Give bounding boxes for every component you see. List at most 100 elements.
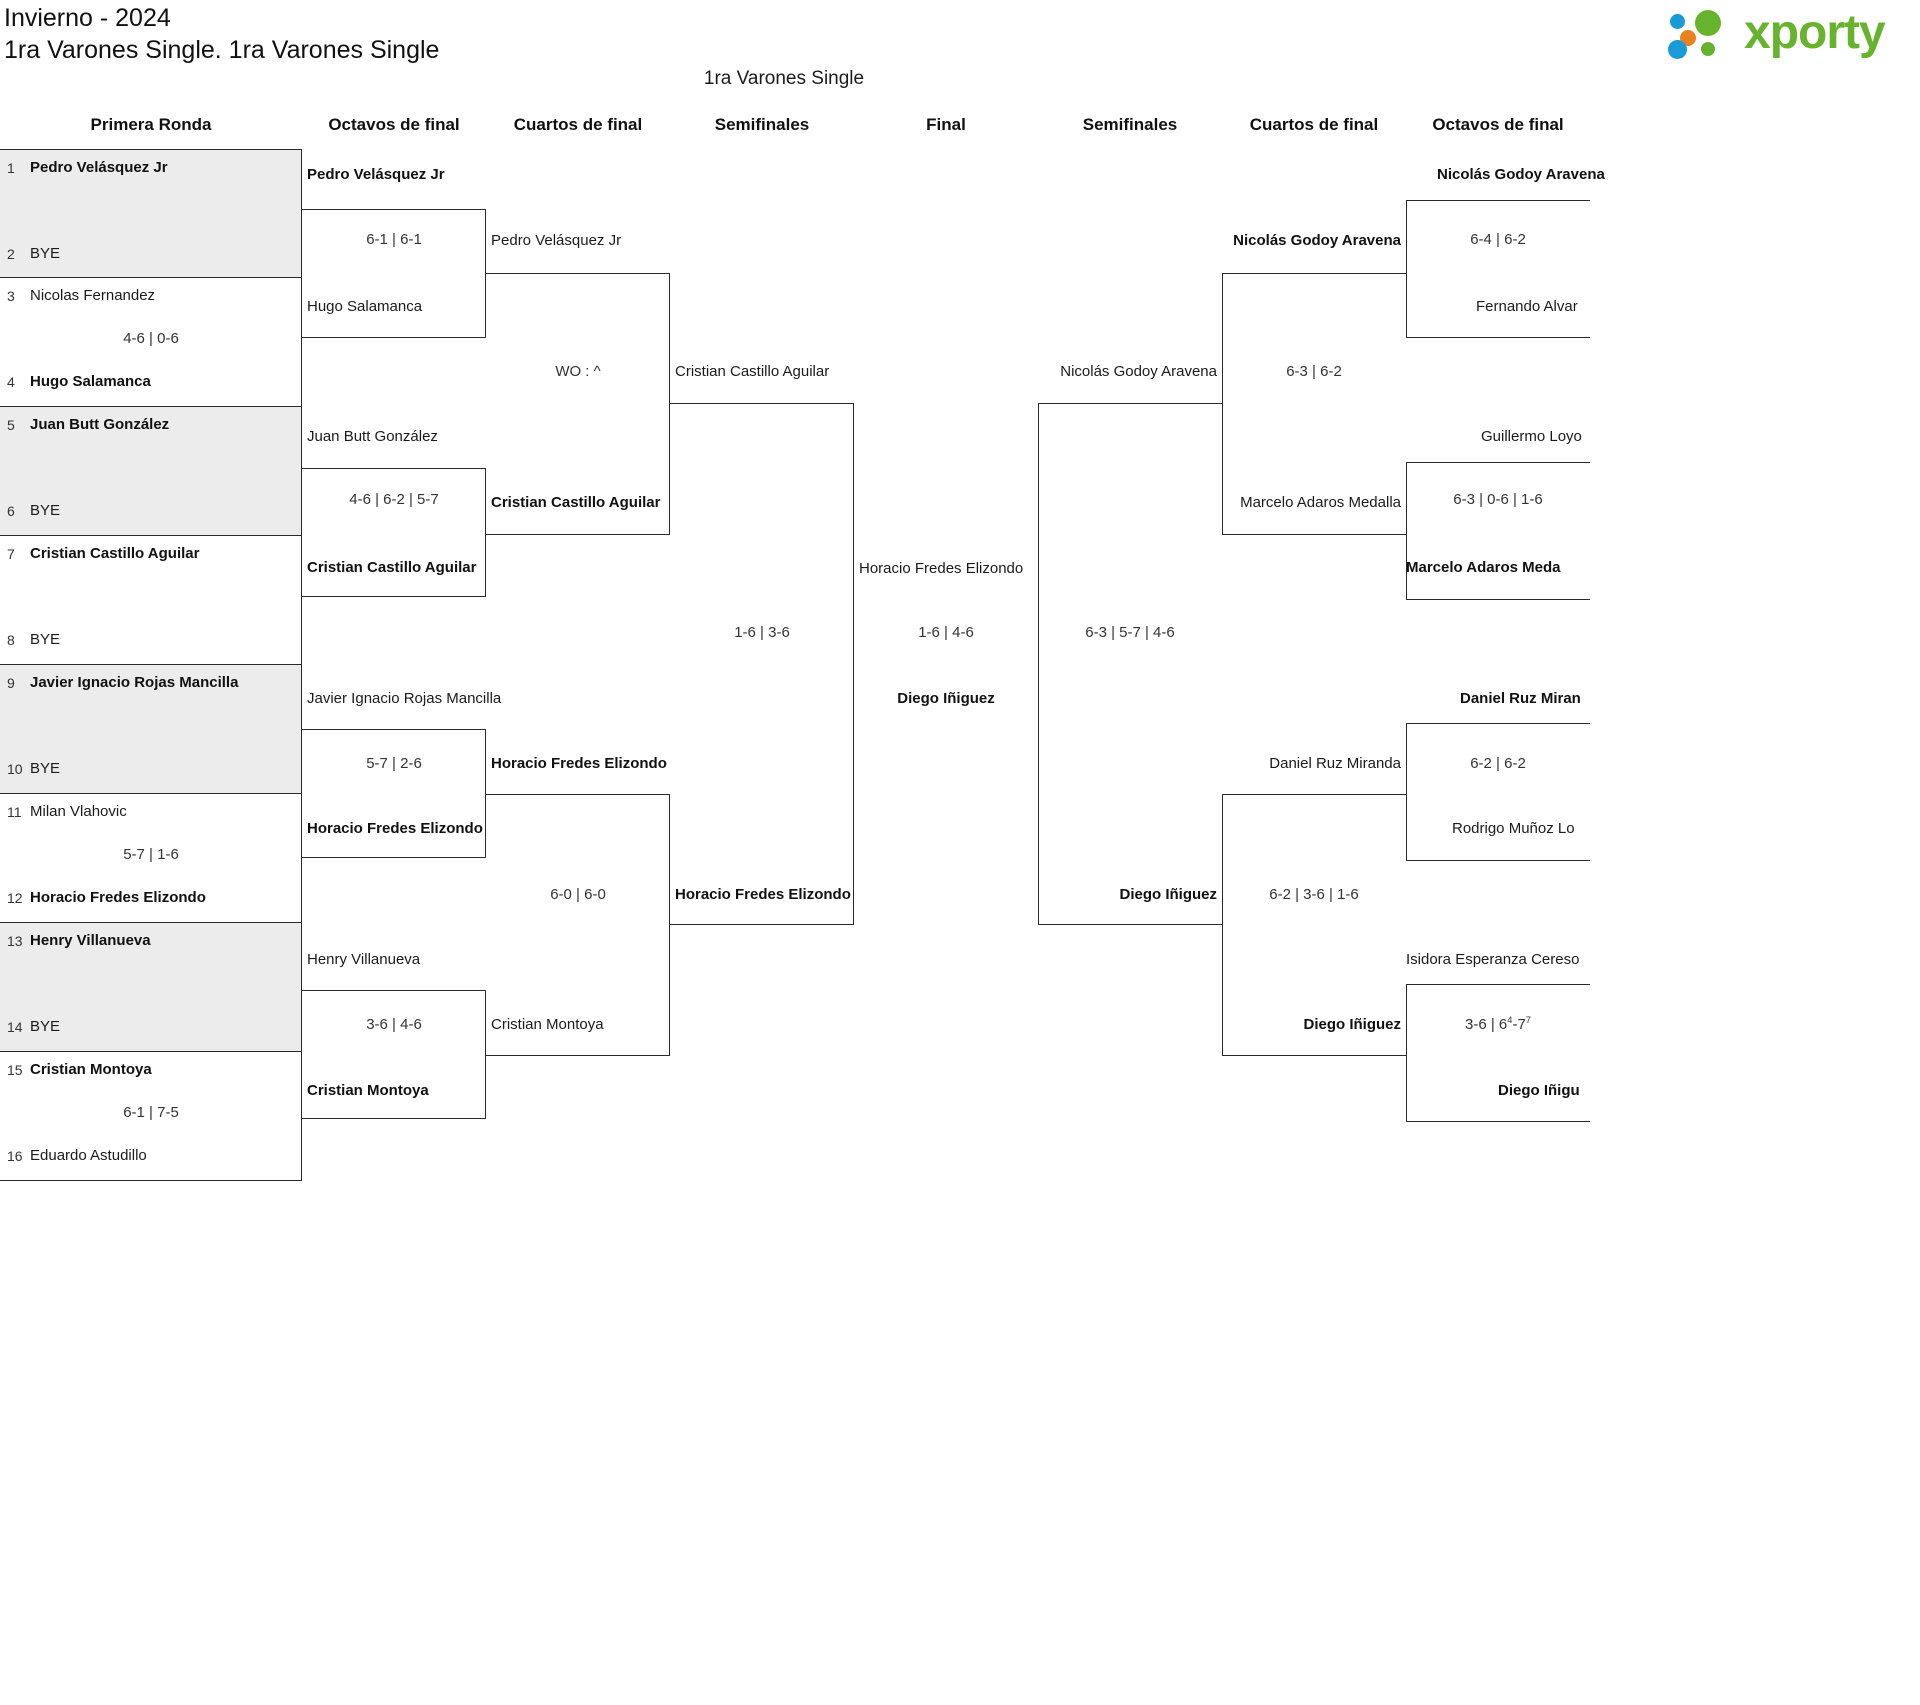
match-score: 5-7 | 2-6 <box>366 755 422 772</box>
player-name: BYE <box>30 245 61 262</box>
match-box-right-octavos[interactable] <box>1406 723 1590 861</box>
player-name: Nicolas Fernandez <box>30 287 156 304</box>
first-round-pair[interactable]: 7 Cristian Castillo Aguilar 8 BYE <box>0 536 302 665</box>
player-name: Javier Ignacio Rojas Mancilla <box>30 674 239 691</box>
logo-dots-icon <box>1668 10 1742 60</box>
match-box-right-octavos[interactable] <box>1406 984 1590 1122</box>
first-round-pair[interactable]: 1 Pedro Velásquez Jr 2 BYE <box>0 149 302 278</box>
seed-number: 3 <box>7 288 15 304</box>
round-header-right-octavos: Octavos de final <box>1432 115 1564 134</box>
seed-number: 16 <box>7 1148 23 1164</box>
player-name: Diego Iñiguez <box>1119 886 1218 903</box>
logo-wordmark: xporty <box>1744 6 1886 59</box>
player-name: Marcelo Adaros Meda <box>1406 559 1561 576</box>
match-score: 6-0 | 6-0 <box>550 886 606 903</box>
player-name: BYE <box>30 1018 61 1035</box>
match-score: WO : ^ <box>555 363 601 380</box>
match-score: 6-2 | 3-6 | 1-6 <box>1269 886 1359 903</box>
match-score-tiebreak: 3-6 | 64-77 <box>1465 1015 1531 1033</box>
match-score: 4-6 | 6-2 | 5-7 <box>349 491 439 508</box>
player-name-finalist-top: Horacio Fredes Elizondo <box>859 560 1024 577</box>
round-header-left-octavos: Octavos de final <box>328 115 460 134</box>
player-name: Daniel Ruz Miran <box>1460 690 1581 707</box>
match-score-final: 1-6 | 4-6 <box>918 624 974 641</box>
bracket-caption: 1ra Varones Single <box>703 68 865 89</box>
seed-number: 15 <box>7 1062 23 1078</box>
player-name: Rodrigo Muñoz Lo <box>1452 820 1575 837</box>
seed-number: 2 <box>7 246 15 262</box>
match-box-right-cuartos[interactable] <box>1222 794 1406 1056</box>
player-name: Hugo Salamanca <box>307 298 423 315</box>
match-score: 3-6 | 4-6 <box>366 1016 422 1033</box>
match-box-left-octavos[interactable] <box>302 729 486 858</box>
seed-number: 1 <box>7 160 15 176</box>
match-score: 5-7 | 1-6 <box>123 846 179 863</box>
player-name: Daniel Ruz Miranda <box>1269 755 1401 772</box>
round-header-left-semifinales: Semifinales <box>714 115 810 134</box>
round-header-right-semifinales: Semifinales <box>1082 115 1178 134</box>
match-box-right-octavos[interactable] <box>1406 462 1590 600</box>
player-name: BYE <box>30 502 61 519</box>
round-header-final: Final <box>926 115 966 134</box>
player-name: Cristian Montoya <box>491 1016 604 1033</box>
first-round-pair[interactable]: 3 Nicolas Fernandez 4-6 | 0-6 4 Hugo Sal… <box>0 278 302 407</box>
player-name: Diego Iñiguez <box>1303 1016 1402 1033</box>
match-box-left-octavos[interactable] <box>302 468 486 597</box>
match-score: 6-3 | 5-7 | 4-6 <box>1085 624 1175 641</box>
player-name: BYE <box>30 631 61 648</box>
match-box-right-cuartos[interactable] <box>1222 273 1406 535</box>
match-box-left-cuartos[interactable] <box>486 273 670 535</box>
seed-number: 4 <box>7 374 15 390</box>
player-name: Nicolás Godoy Aravena <box>1060 363 1217 380</box>
match-box-right-semifinal[interactable] <box>1038 403 1222 925</box>
seed-number: 10 <box>7 761 23 777</box>
player-name: Pedro Velásquez Jr <box>30 159 168 176</box>
player-name: Horacio Fredes Elizondo <box>30 889 206 906</box>
player-name: Pedro Velásquez Jr <box>307 166 445 183</box>
player-name: Horacio Fredes Elizondo <box>307 820 483 837</box>
player-name: Nicolás Godoy Aravena <box>1437 166 1605 183</box>
player-name: Eduardo Astudillo <box>30 1147 147 1164</box>
player-name: Isidora Esperanza Cereso <box>1406 951 1580 968</box>
first-round-pair[interactable]: 5 Juan Butt González 6 BYE <box>0 407 302 536</box>
player-name: Guillermo Loyo <box>1481 428 1582 445</box>
match-score: 6-1 | 7-5 <box>123 1104 179 1121</box>
page-title: Invierno - 2024 <box>4 4 171 32</box>
match-score: 6-3 | 0-6 | 1-6 <box>1453 491 1543 508</box>
player-name: BYE <box>30 760 61 777</box>
player-name: Horacio Fredes Elizondo <box>675 886 851 903</box>
match-score: 6-3 | 6-2 <box>1286 363 1342 380</box>
player-name: Cristian Montoya <box>30 1061 152 1078</box>
first-round-pair[interactable]: 11 Milan Vlahovic 5-7 | 1-6 12 Horacio F… <box>0 794 302 923</box>
player-name: Cristian Castillo Aguilar <box>675 363 830 380</box>
page-subtitle: 1ra Varones Single. 1ra Varones Single <box>4 36 440 64</box>
first-round-pair[interactable]: 13 Henry Villanueva 14 BYE <box>0 923 302 1052</box>
seed-number: 6 <box>7 503 15 519</box>
player-name: Javier Ignacio Rojas Mancilla <box>307 690 502 707</box>
player-name: Nicolás Godoy Aravena <box>1233 232 1401 249</box>
player-name: Cristian Castillo Aguilar <box>307 559 477 576</box>
player-name: Cristian Castillo Aguilar <box>491 494 661 511</box>
match-box-left-semifinal[interactable] <box>670 403 854 925</box>
player-name: Henry Villanueva <box>307 951 421 968</box>
match-score: 1-6 | 3-6 <box>734 624 790 641</box>
match-box-left-cuartos[interactable] <box>486 794 670 1056</box>
player-name: Pedro Velásquez Jr <box>491 232 622 249</box>
seed-number: 9 <box>7 675 15 691</box>
first-round-pair[interactable]: 9 Javier Ignacio Rojas Mancilla 10 BYE <box>0 665 302 794</box>
match-score: 6-4 | 6-2 <box>1470 231 1526 248</box>
player-name: Henry Villanueva <box>30 932 151 949</box>
first-round-pair[interactable]: 15 Cristian Montoya 6-1 | 7-5 16 Eduardo… <box>0 1052 302 1181</box>
match-box-left-octavos[interactable] <box>302 990 486 1119</box>
match-score: 6-1 | 6-1 <box>366 231 422 248</box>
player-name: Cristian Montoya <box>307 1082 429 1099</box>
match-box-left-octavos[interactable] <box>302 209 486 338</box>
seed-number: 12 <box>7 890 23 906</box>
seed-number: 13 <box>7 933 23 949</box>
round-header-right-cuartos: Cuartos de final <box>1249 115 1379 134</box>
player-name: Hugo Salamanca <box>30 373 151 390</box>
match-box-right-octavos[interactable] <box>1406 200 1590 338</box>
seed-number: 7 <box>7 546 15 562</box>
match-score: 6-2 | 6-2 <box>1470 755 1526 772</box>
round-header-left-cuartos: Cuartos de final <box>513 115 643 134</box>
